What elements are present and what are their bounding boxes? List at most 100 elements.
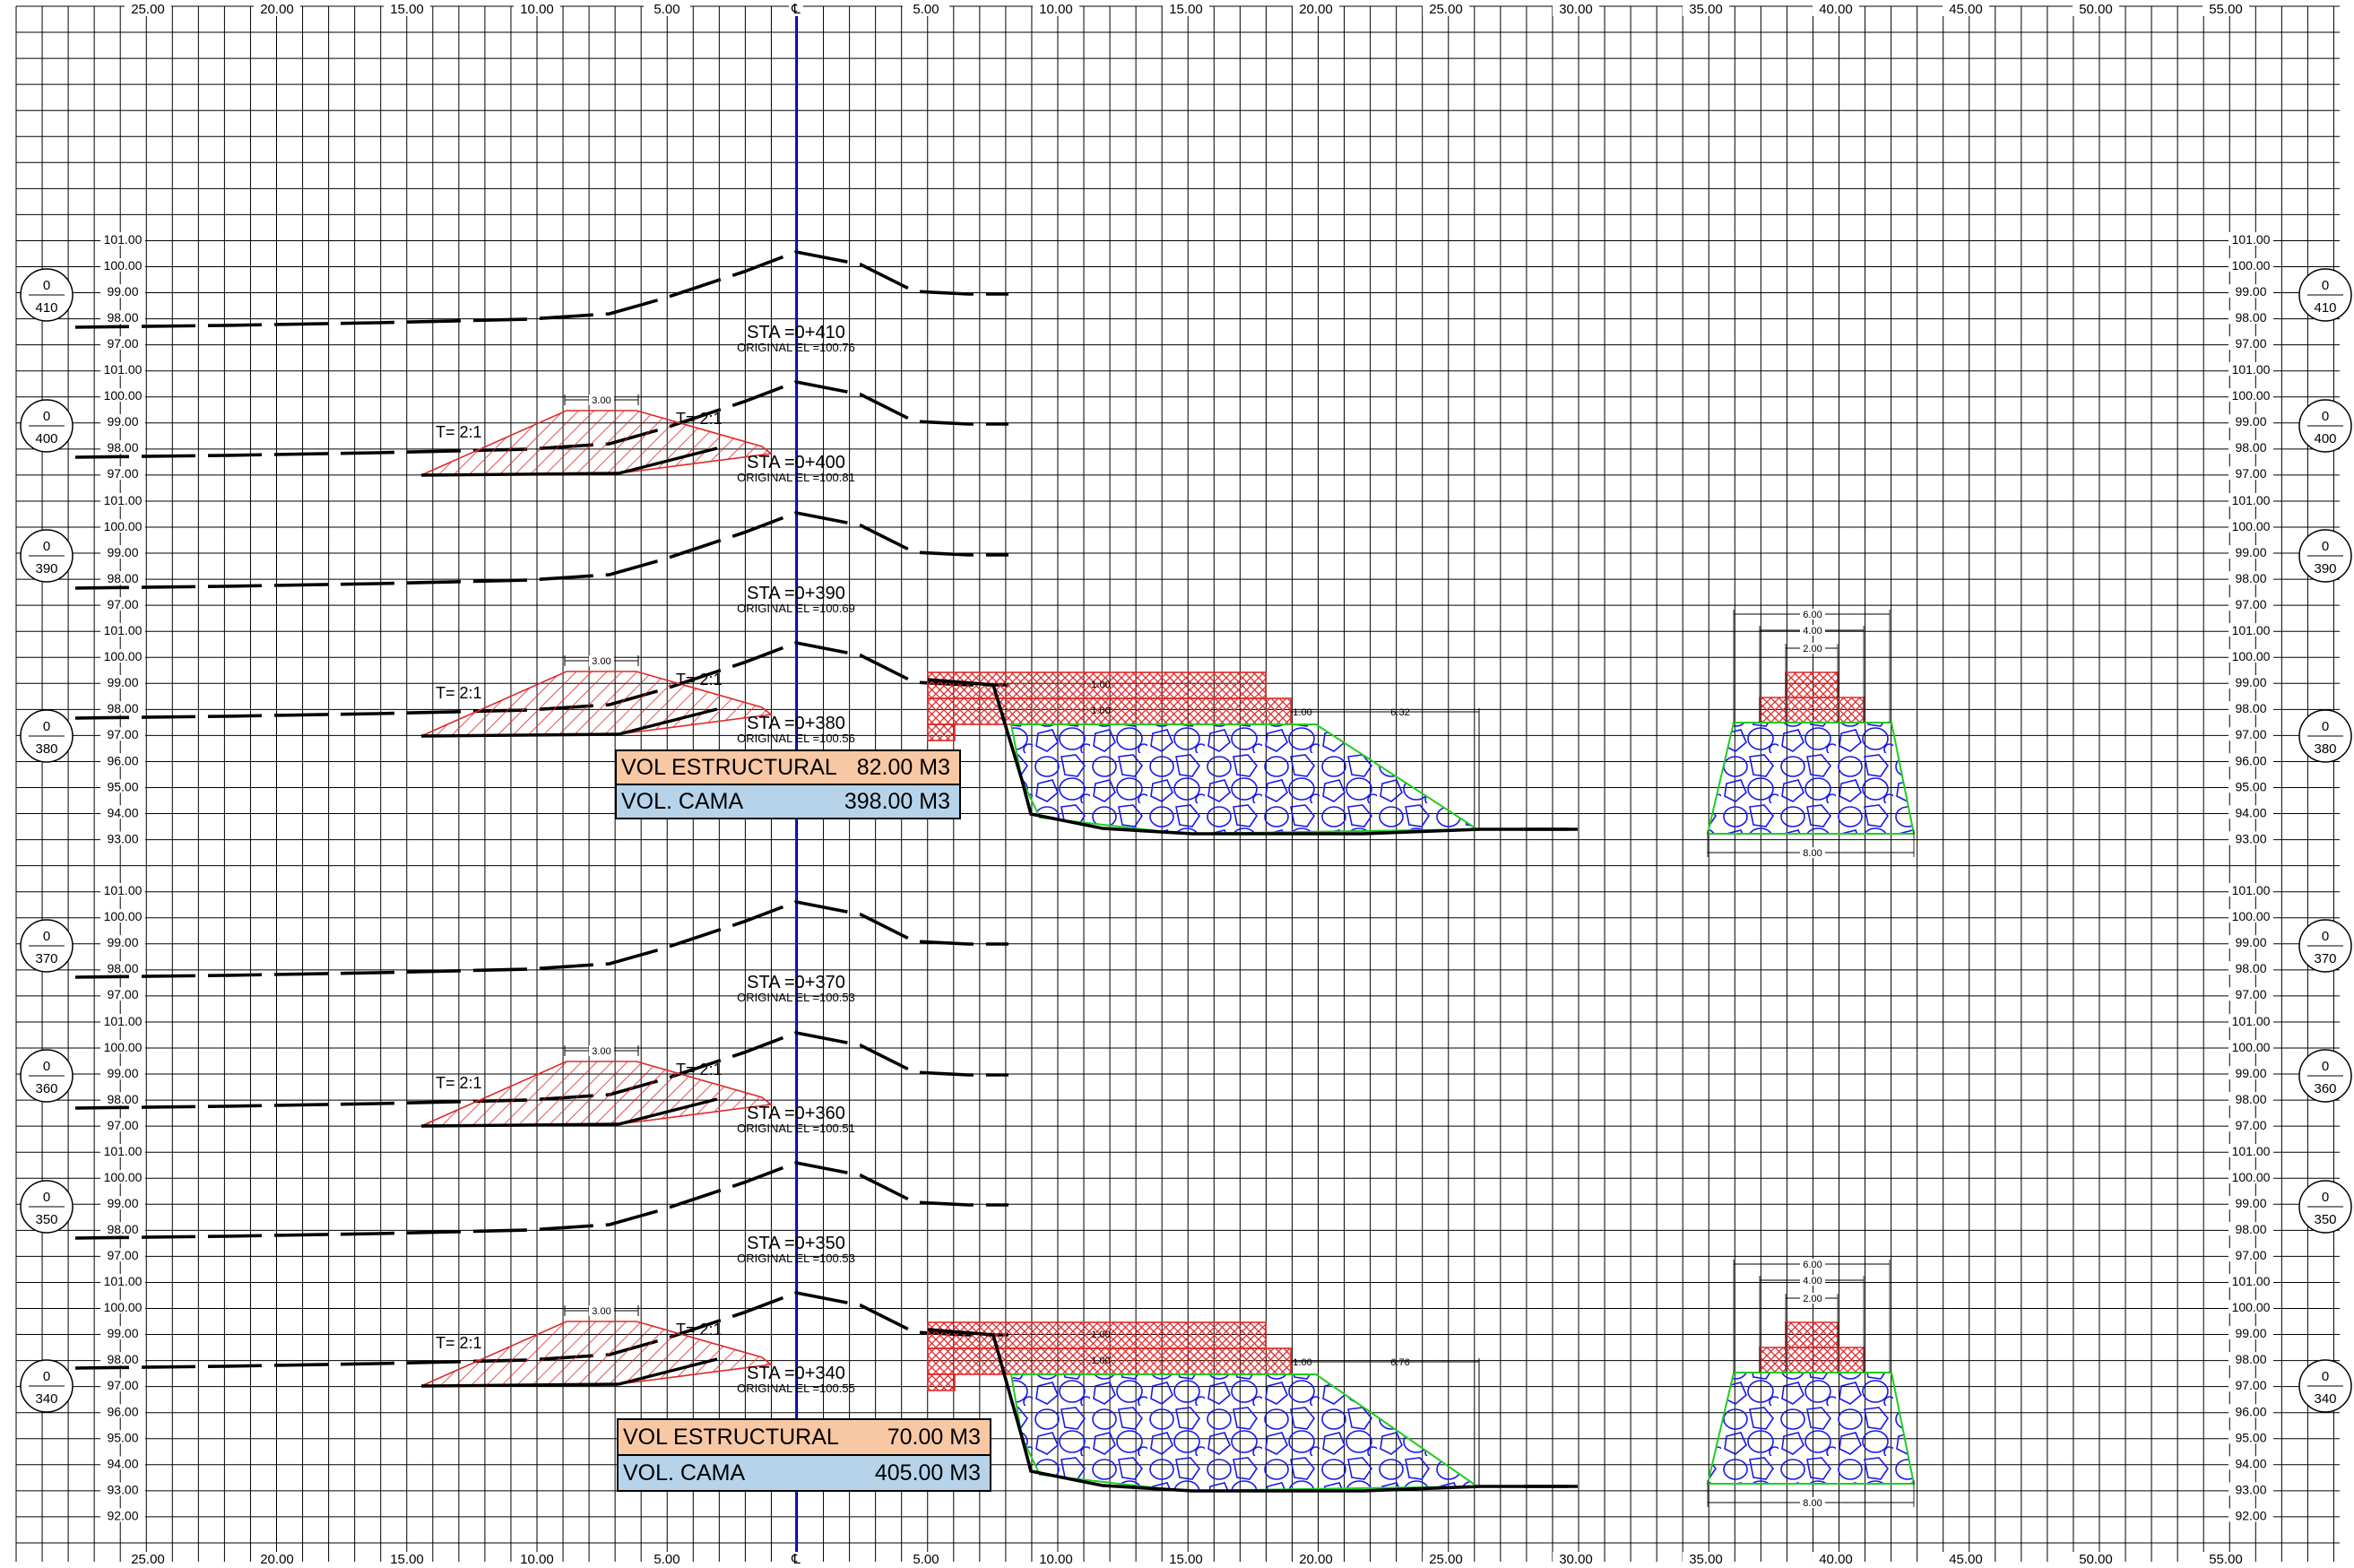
elev-label-bg: [2229, 1508, 2273, 1522]
elev-label-bg: [100, 1248, 145, 1262]
station-label: STA =0+370: [747, 973, 845, 992]
elev-label-right: 99.00: [2235, 414, 2266, 429]
crown-width: 3.00: [592, 1046, 610, 1057]
station-bubble-km: 0: [43, 278, 50, 293]
elev-label-right: 93.00: [2235, 1482, 2266, 1496]
elev-label-left: 101.00: [104, 1274, 143, 1288]
vol-estructural-label: VOL ESTRUCTURAL: [621, 755, 837, 780]
elev-label-right: 97.00: [2235, 1248, 2266, 1262]
elev-label-bg: [100, 1092, 145, 1106]
elev-label-bg: [100, 284, 145, 299]
station-bubble-km: 0: [43, 719, 50, 734]
berm-dim: 6.32: [1390, 707, 1409, 718]
elev-label-bg: [100, 1118, 145, 1132]
axis-tick-bg: [1293, 1552, 1339, 1566]
elev-label-bg: [100, 1014, 145, 1027]
elev-label-bg: [2229, 753, 2273, 767]
detail-rock: [1706, 722, 1916, 835]
axis-tick-top: 45.00: [1949, 2, 1983, 17]
detail-dim: 4.00: [1803, 626, 1822, 637]
axis-tick-bg: [384, 1552, 430, 1566]
elev-label-left: 99.00: [107, 675, 138, 689]
elev-label-left: 101.00: [104, 1144, 143, 1158]
elev-label-left: 92.00: [107, 1508, 138, 1522]
axis-tick-bg: [1683, 1552, 1729, 1566]
volume-box-380: VOL ESTRUCTURAL 82.00 M3 VOL. CAMA 398.0…: [615, 749, 961, 819]
elev-label-right: 98.00: [2235, 571, 2266, 585]
station-bubble-km: 0: [43, 409, 50, 424]
elev-label-left: 100.00: [104, 258, 143, 273]
elev-label-left: 98.00: [107, 1092, 138, 1106]
axis-tick-bg: [1683, 2, 1729, 16]
elev-label-bg: [2229, 1300, 2273, 1314]
detail-dim: 6.00: [1803, 1260, 1822, 1270]
elev-label-right: 98.00: [2235, 440, 2266, 455]
elev-label-left: 97.00: [107, 987, 138, 1001]
elev-label-bg: [100, 935, 145, 949]
axis-tick-bg: [1033, 1552, 1079, 1566]
elev-label-left: 98.00: [107, 701, 138, 715]
axis-tick-bg: [789, 1552, 803, 1566]
elev-label-bg: [2229, 571, 2273, 585]
detail-dim: 2.00: [1803, 644, 1822, 654]
elev-label-right: 99.00: [2235, 545, 2266, 559]
station-label: STA =0+360: [747, 1104, 845, 1123]
elev-label-bg: [100, 1482, 145, 1496]
axis-tick-bg: [644, 1552, 690, 1566]
elev-label-right: 99.00: [2235, 1066, 2266, 1080]
gabion-block-lower: [927, 1373, 956, 1391]
elev-label-bg: [2229, 519, 2273, 533]
elev-label-bg: [2229, 675, 2273, 689]
elev-label-bg: [2229, 1066, 2273, 1080]
station-bubble-km: 0: [2322, 1190, 2329, 1205]
elev-label-bg: [2229, 623, 2273, 637]
elev-label-bg: [100, 1508, 145, 1522]
elev-label-bg: [2229, 1430, 2273, 1444]
axis-tick-bottom: 10.00: [1039, 1552, 1073, 1567]
vol-cama-label: VOL. CAMA: [623, 1460, 746, 1486]
axis-tick-top: 5.00: [913, 2, 939, 17]
original-elevation: ORIGINAL EL =100.53: [737, 991, 855, 1004]
axis-tick-bottom: 15.00: [1169, 1552, 1203, 1567]
elev-label-bg: [100, 232, 145, 246]
original-elevation: ORIGINAL EL =100.81: [737, 471, 855, 484]
elev-label-right: 99.00: [2235, 935, 2266, 949]
embankment-slope: [618, 446, 718, 475]
station-label: STA =0+380: [747, 714, 845, 733]
elev-label-left: 98.00: [107, 1222, 138, 1236]
elev-label-right: 100.00: [2232, 649, 2271, 663]
axis-tick-bottom: 50.00: [2079, 1552, 2113, 1567]
elev-label-bg: [2229, 1482, 2273, 1496]
elev-label-bg: [100, 466, 145, 481]
elev-label-bg: [100, 675, 145, 689]
elev-label-bg: [2229, 1014, 2273, 1027]
berm-dim-small: 1.00: [1293, 707, 1311, 718]
elev-label-left: 101.00: [104, 883, 143, 897]
axis-tick-bg: [384, 2, 430, 16]
station-bubble-right: 390: [2314, 561, 2336, 576]
crown-width: 3.00: [592, 395, 610, 406]
elev-label-bg: [2229, 466, 2273, 481]
elev-label-bg: [100, 649, 145, 663]
detail-dim: 4.00: [1803, 1276, 1822, 1286]
elev-label-right: 95.00: [2235, 779, 2266, 793]
axis-tick-bg: [1943, 1552, 1989, 1566]
elev-label-right: 101.00: [2232, 493, 2271, 507]
elev-label-bg: [100, 1196, 145, 1210]
embankment-slope: [618, 707, 718, 736]
elev-label-bg: [2229, 310, 2273, 325]
elev-label-bg: [2229, 1222, 2273, 1236]
elev-label-bg: [100, 805, 145, 819]
embankment-slope: [618, 1097, 718, 1126]
elev-label-right: 93.00: [2235, 831, 2266, 845]
elev-label-bg: [2229, 232, 2273, 246]
elev-label-right: 92.00: [2235, 1508, 2266, 1522]
elev-label-right: 100.00: [2232, 1170, 2271, 1184]
elev-label-bg: [100, 1144, 145, 1157]
elev-label-left: 100.00: [104, 649, 143, 663]
elev-label-left: 95.00: [107, 779, 138, 793]
axis-tick-bottom: 55.00: [2209, 1552, 2243, 1567]
station-bubble-km: 0: [43, 1369, 50, 1384]
elev-label-bg: [100, 1274, 145, 1287]
